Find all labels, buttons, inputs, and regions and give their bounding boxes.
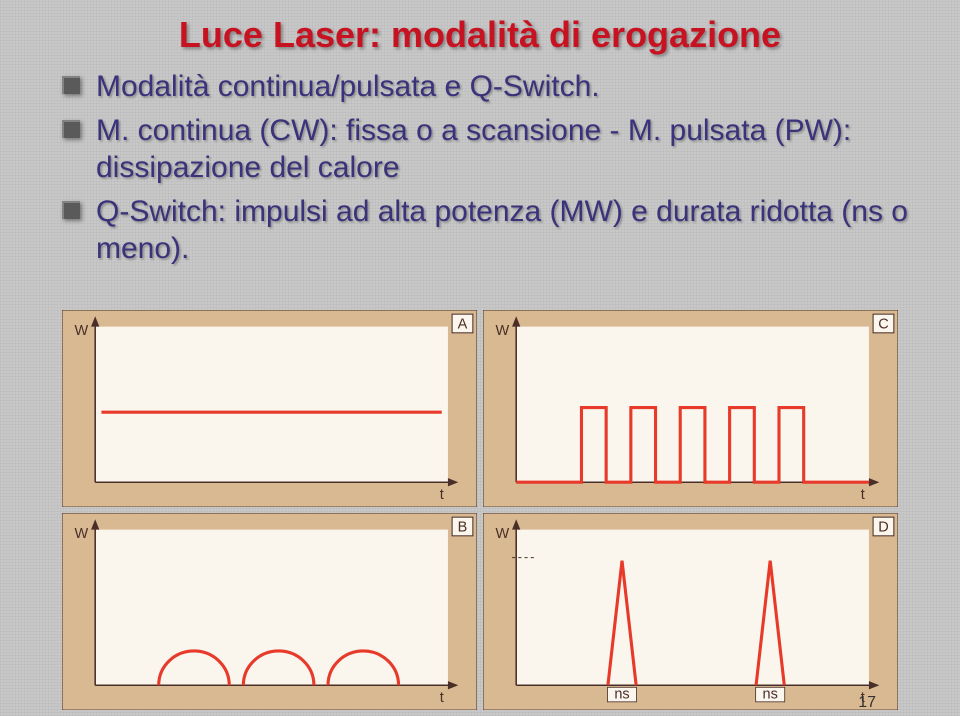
bullet-item: Modalità continua/pulsata e Q-Switch.: [62, 68, 920, 106]
svg-text:W: W: [74, 526, 88, 542]
square-bullet-icon: [62, 120, 80, 138]
svg-text:W: W: [495, 323, 509, 339]
svg-text:W: W: [74, 323, 88, 339]
plot-c-pulsed: Wt C: [483, 310, 898, 507]
plot-d-qswitch: WtDnsns: [483, 513, 898, 710]
page-number: 17: [858, 694, 876, 712]
square-bullet-icon: [62, 76, 80, 94]
svg-text:W: W: [495, 526, 509, 542]
svg-text:t: t: [440, 690, 444, 706]
svg-text:t: t: [861, 487, 865, 503]
bullet-text: Modalità continua/pulsata e Q-Switch.: [96, 68, 600, 106]
bullet-list: Modalità continua/pulsata e Q-Switch. M.…: [62, 68, 920, 274]
svg-text:ns: ns: [614, 687, 629, 703]
page-title: Luce Laser: modalità di erogazione: [179, 14, 781, 56]
svg-text:t: t: [440, 487, 444, 503]
bullet-text: Q-Switch: impulsi ad alta potenza (MW) e…: [96, 193, 920, 268]
bullet-text: M. continua (CW): fissa o a scansione - …: [96, 112, 920, 187]
plot-b-scanning: Wt B: [62, 513, 477, 710]
svg-text:ns: ns: [763, 687, 778, 703]
plot-a-continuous: Wt A: [62, 310, 477, 507]
bullet-item: Q-Switch: impulsi ad alta potenza (MW) e…: [62, 193, 920, 268]
svg-text:D: D: [878, 520, 888, 536]
svg-text:C: C: [878, 317, 888, 333]
square-bullet-icon: [62, 201, 80, 219]
svg-text:A: A: [458, 317, 468, 333]
diagram-grid: WtA WtC WtB WtDnsns: [62, 310, 898, 690]
bullet-item: M. continua (CW): fissa o a scansione - …: [62, 112, 920, 187]
svg-text:B: B: [458, 520, 468, 536]
title-text: Luce Laser: modalità di erogazione: [179, 14, 781, 55]
